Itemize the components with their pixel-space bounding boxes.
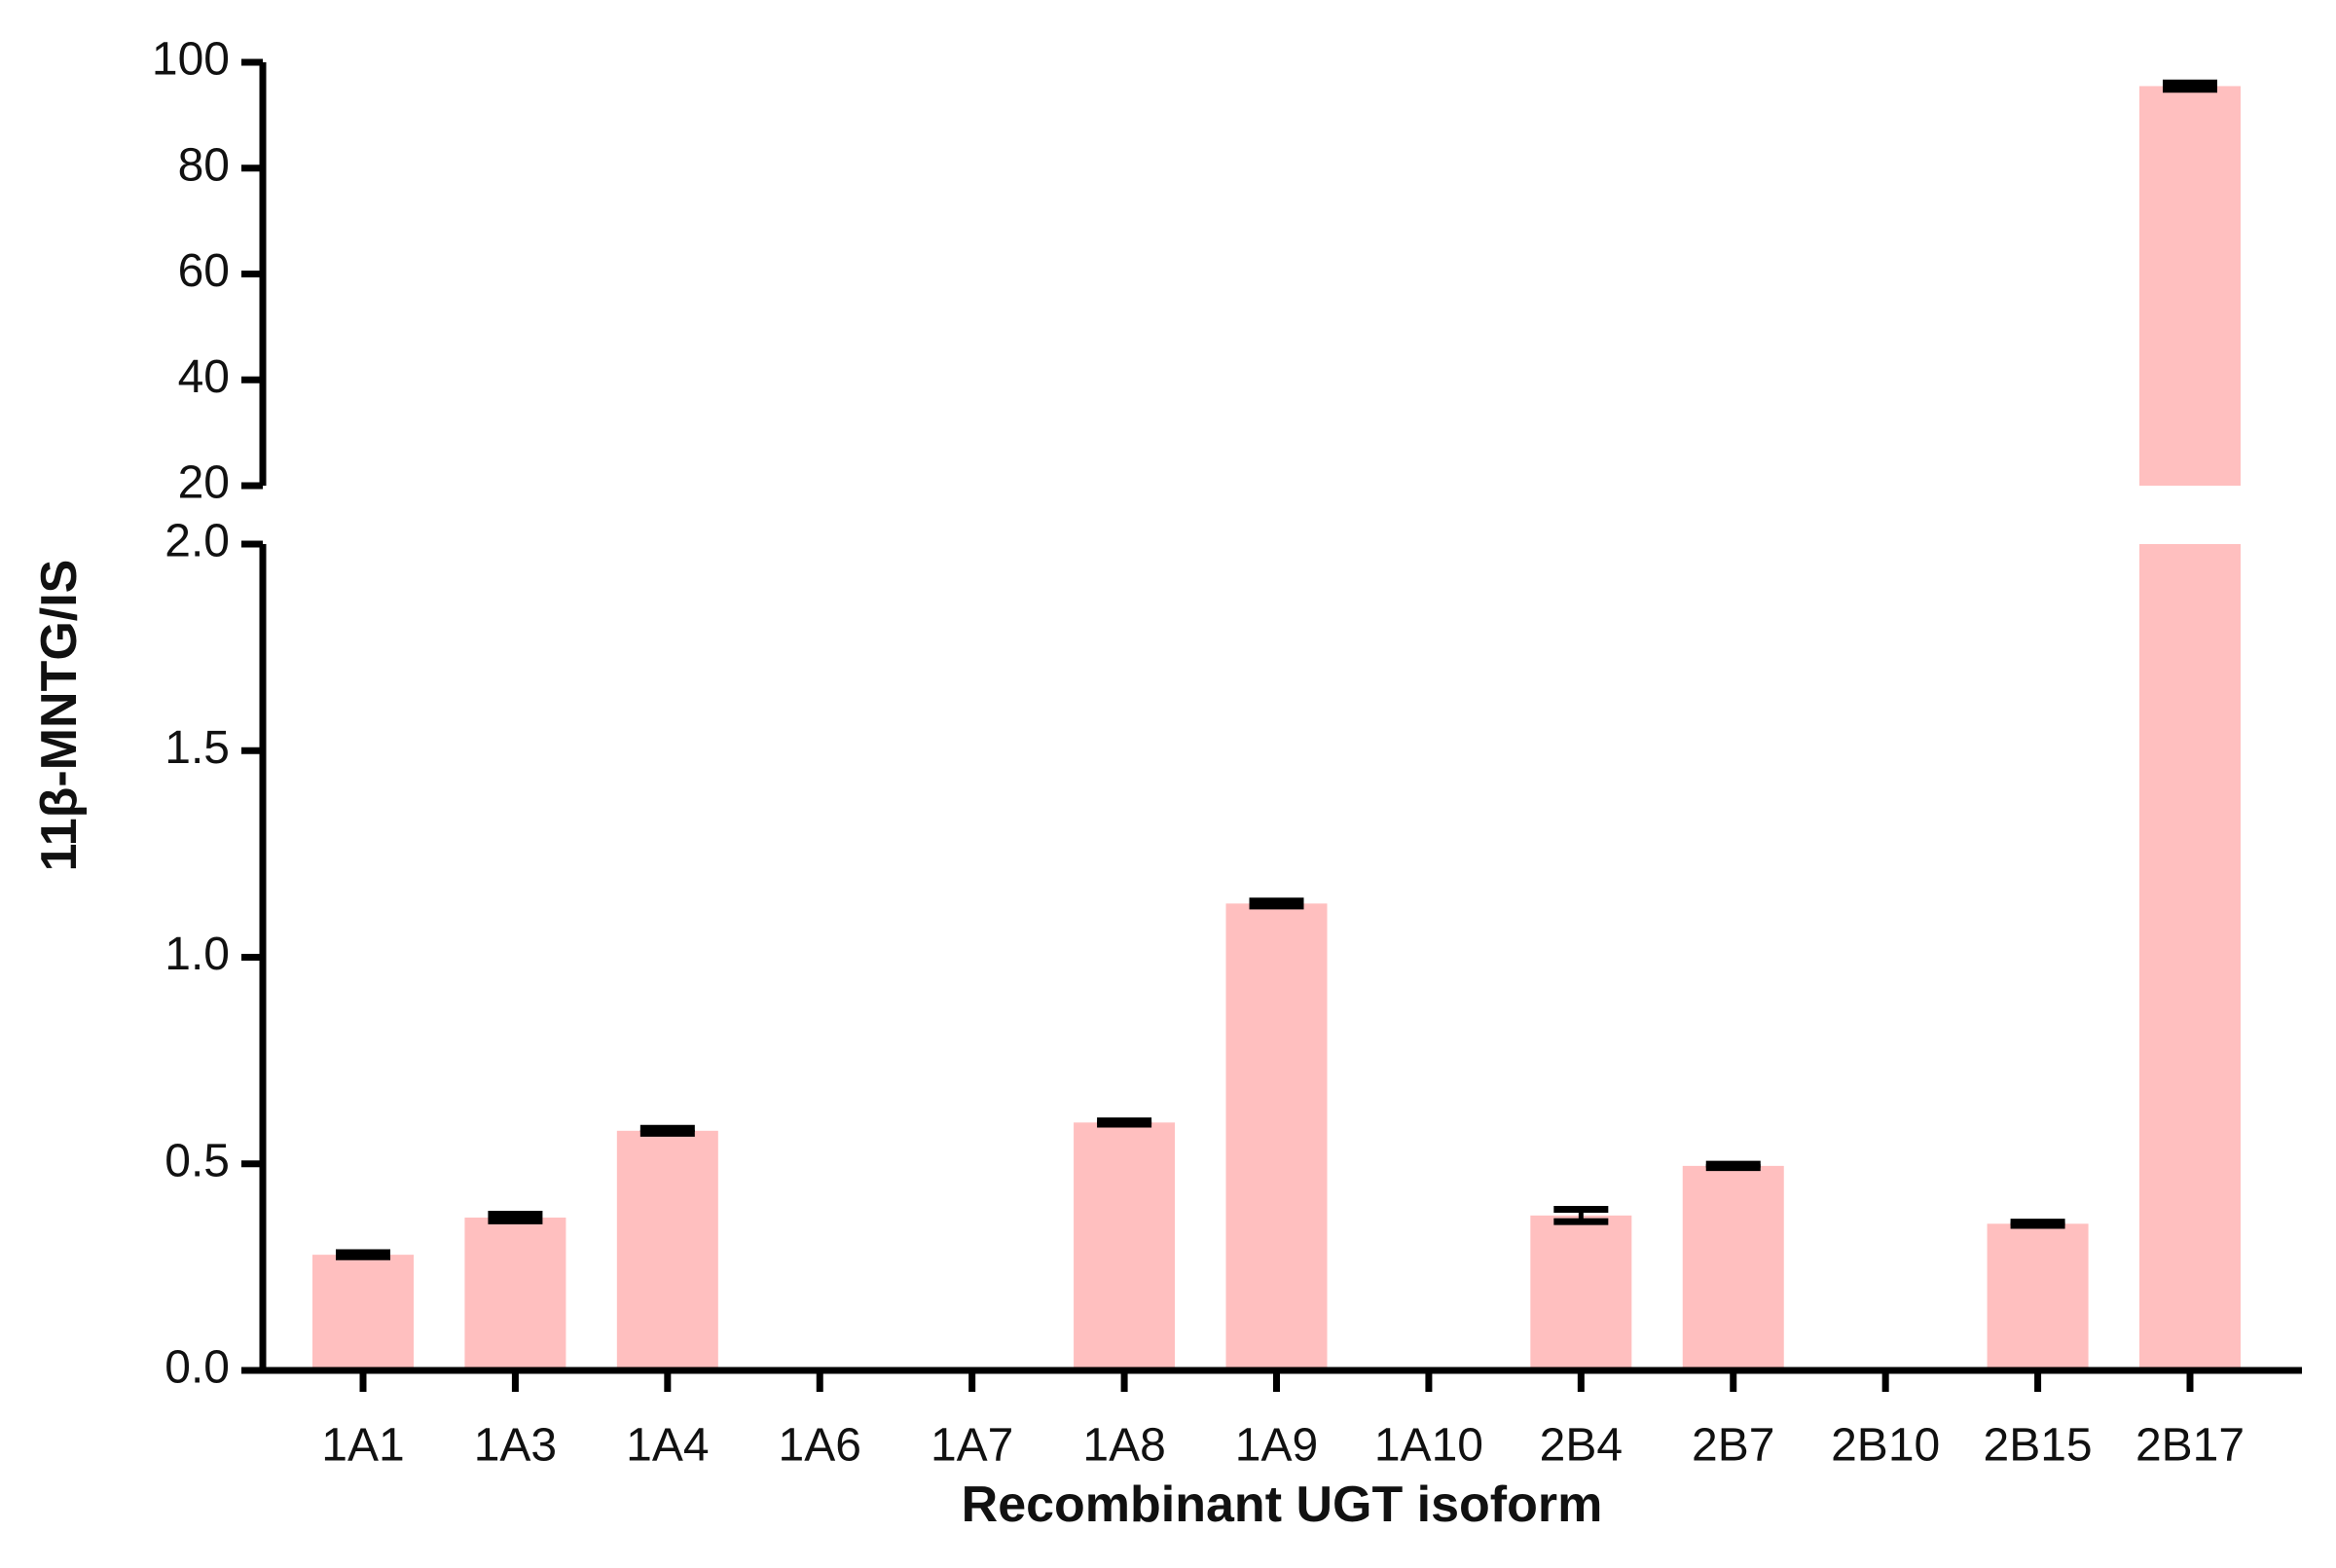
error-bar xyxy=(1249,897,1304,910)
x-tick-label: 1A3 xyxy=(474,1420,557,1472)
x-tick-label: 1A10 xyxy=(1374,1420,1483,1472)
x-tick-label: 2B7 xyxy=(1692,1420,1774,1472)
bar xyxy=(1682,1165,1784,1367)
x-axis-title: Recombinant UGT isoform xyxy=(962,1477,1603,1533)
error-bar xyxy=(2163,79,2217,93)
error-bar xyxy=(639,1124,695,1137)
x-tick-label: 1A9 xyxy=(1235,1420,1318,1472)
y-tick-label: 1.5 xyxy=(164,722,230,774)
x-tick-label: 2B4 xyxy=(1540,1420,1623,1472)
x-tick-label: 1A4 xyxy=(626,1420,709,1472)
error-bar xyxy=(1097,1117,1152,1128)
bar xyxy=(2139,86,2241,486)
y-tick-label: 0.0 xyxy=(164,1342,230,1394)
bar xyxy=(1225,903,1328,1367)
x-tick-label: 1A7 xyxy=(931,1420,1013,1472)
y-axis-title: 11β-MNTG/IS xyxy=(31,560,88,872)
error-bar xyxy=(1553,1205,1609,1225)
y-tick-label: 100 xyxy=(152,34,230,86)
error-bar xyxy=(488,1211,543,1224)
x-tick-label: 2B10 xyxy=(1831,1420,1940,1472)
bar xyxy=(464,1217,566,1367)
bar xyxy=(2139,544,2241,1367)
x-tick-label: 1A6 xyxy=(779,1420,861,1472)
x-tick-label: 1A1 xyxy=(321,1420,404,1472)
y-tick-label: 2.0 xyxy=(164,516,230,567)
y-tick-label: 0.5 xyxy=(164,1135,230,1186)
error-bar xyxy=(2010,1219,2065,1229)
bar xyxy=(1074,1122,1176,1367)
x-tick-label: 2B17 xyxy=(2135,1420,2245,1472)
bar xyxy=(312,1255,414,1367)
x-tick-label: 1A8 xyxy=(1082,1420,1165,1472)
error-bar xyxy=(336,1249,390,1260)
bar xyxy=(616,1130,718,1367)
y-tick-label: 40 xyxy=(178,351,230,403)
error-bar xyxy=(1705,1160,1761,1172)
bar xyxy=(1530,1215,1632,1367)
y-tick-label: 1.0 xyxy=(164,929,230,980)
y-tick-label: 60 xyxy=(178,245,230,297)
bar xyxy=(1987,1223,2089,1367)
y-tick-label: 80 xyxy=(178,139,230,191)
x-tick-label: 2B15 xyxy=(1984,1420,2093,1472)
y-tick-label: 20 xyxy=(178,457,230,509)
